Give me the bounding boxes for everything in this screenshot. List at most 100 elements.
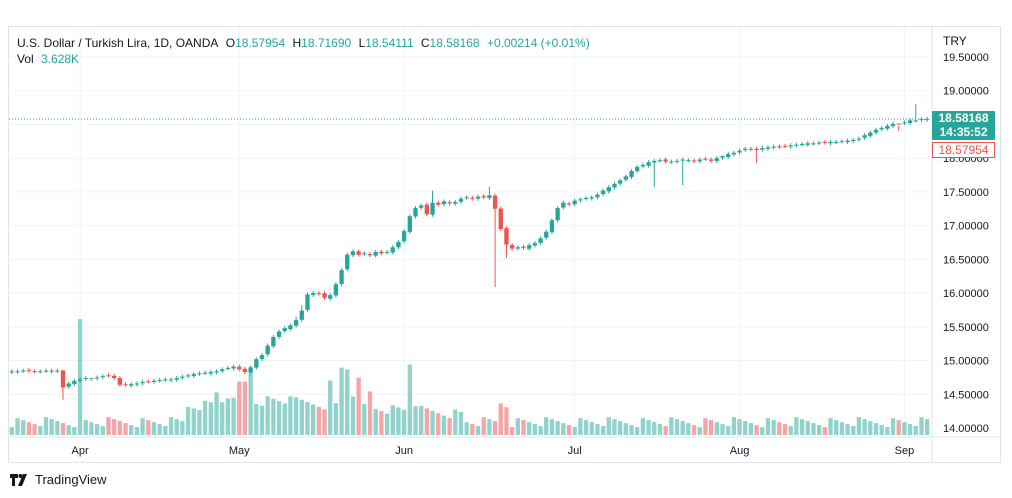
candle-body bbox=[328, 295, 333, 299]
candle-body bbox=[640, 164, 646, 167]
volume-bar bbox=[356, 377, 361, 435]
candle-body bbox=[9, 371, 15, 373]
volume-bar bbox=[873, 423, 879, 435]
candle-body bbox=[527, 245, 532, 249]
candle-body bbox=[617, 180, 623, 184]
y-tick-label: 17.00000 bbox=[943, 221, 989, 233]
volume-bar bbox=[771, 420, 776, 435]
candle-body bbox=[674, 160, 680, 162]
candle-body bbox=[407, 216, 412, 232]
prev-close-tag: 18.57954 bbox=[932, 142, 995, 158]
candle-body bbox=[259, 355, 265, 359]
volume-bar bbox=[686, 423, 691, 435]
candle-body bbox=[379, 251, 384, 254]
x-tick-label: Sep bbox=[895, 445, 915, 457]
candle-body bbox=[419, 205, 424, 208]
candle-body bbox=[254, 359, 259, 368]
volume-bar bbox=[862, 419, 867, 435]
volume-bar bbox=[299, 399, 304, 435]
candle-body bbox=[646, 162, 651, 166]
candle-body bbox=[191, 374, 196, 376]
volume-bar bbox=[566, 425, 572, 435]
volume-bar bbox=[760, 427, 765, 435]
volume-bar bbox=[561, 423, 566, 435]
candle-body bbox=[55, 370, 60, 372]
volume-bar bbox=[890, 418, 896, 435]
volume-bar bbox=[436, 413, 441, 435]
chart-frame[interactable] bbox=[8, 26, 1001, 463]
prev-close-value: 18.57954 bbox=[938, 143, 989, 157]
candle-body bbox=[106, 375, 111, 377]
volume-bar bbox=[15, 418, 20, 435]
candle-body bbox=[373, 251, 378, 256]
candle-body bbox=[436, 202, 441, 205]
candle-body bbox=[185, 375, 191, 377]
candle-body bbox=[726, 154, 731, 157]
volume-bar bbox=[805, 421, 810, 435]
candle-body bbox=[816, 142, 822, 144]
volume-bar bbox=[788, 426, 793, 435]
volume-bar bbox=[868, 421, 873, 435]
volume-bar bbox=[94, 424, 100, 435]
candle-body bbox=[822, 141, 827, 143]
y-tick-label: 19.50000 bbox=[943, 52, 989, 64]
candle-body bbox=[788, 145, 793, 147]
volume-bar bbox=[100, 426, 105, 435]
candle-body bbox=[310, 293, 316, 295]
candle-body bbox=[487, 195, 492, 199]
volume-bar bbox=[879, 425, 884, 435]
candle-body bbox=[652, 160, 657, 163]
volume-bar bbox=[55, 421, 60, 435]
volume-bar bbox=[9, 427, 15, 435]
volume-bar bbox=[640, 418, 646, 435]
candle-body bbox=[140, 382, 145, 384]
volume-bar bbox=[754, 425, 759, 435]
volume-bar bbox=[851, 426, 856, 435]
volume-bar bbox=[737, 419, 742, 435]
candle-body bbox=[453, 202, 458, 204]
volume-bar bbox=[714, 422, 719, 435]
volume-value: 3.628K bbox=[41, 52, 80, 66]
volume-bar bbox=[487, 419, 492, 435]
volume-bar bbox=[595, 424, 600, 435]
volume-bar bbox=[646, 420, 651, 435]
volume-bar bbox=[464, 422, 469, 435]
candle-body bbox=[521, 246, 526, 248]
change-value: +0.00214 (+0.01%) bbox=[486, 36, 590, 50]
candle-body bbox=[680, 159, 685, 161]
candle-body bbox=[49, 370, 54, 372]
candle-body bbox=[885, 125, 890, 129]
volume-bar bbox=[635, 427, 640, 435]
x-tick-label: Jun bbox=[395, 445, 413, 457]
candle-body bbox=[663, 159, 668, 162]
volume-bar bbox=[419, 406, 424, 435]
candle-body bbox=[401, 231, 407, 242]
volume-bar bbox=[885, 427, 890, 435]
volume-bar bbox=[441, 415, 447, 435]
candle-body bbox=[339, 270, 344, 285]
tradingview-logo[interactable]: TradingView bbox=[10, 472, 107, 487]
volume-bar bbox=[237, 381, 242, 435]
y-tick-label: 16.00000 bbox=[943, 288, 989, 300]
candle-body bbox=[32, 371, 37, 373]
candle-body bbox=[771, 146, 776, 148]
candle-body bbox=[561, 202, 566, 208]
volume-bar bbox=[509, 427, 515, 435]
volume-bar bbox=[134, 427, 140, 435]
candle-body bbox=[714, 158, 719, 161]
volume-bar bbox=[629, 425, 634, 435]
candle-body bbox=[447, 202, 452, 204]
candle-body bbox=[686, 160, 691, 162]
candle-body bbox=[265, 345, 270, 355]
candle-body bbox=[220, 369, 225, 372]
candle-body bbox=[509, 245, 515, 249]
candle-body bbox=[214, 371, 219, 373]
volume-bar bbox=[896, 420, 901, 435]
candle-body bbox=[282, 328, 287, 332]
volume-bar bbox=[242, 381, 248, 435]
candle-body bbox=[112, 375, 117, 379]
high-label: H bbox=[292, 36, 302, 50]
candle-body bbox=[157, 380, 162, 382]
volume-bar bbox=[470, 424, 475, 435]
